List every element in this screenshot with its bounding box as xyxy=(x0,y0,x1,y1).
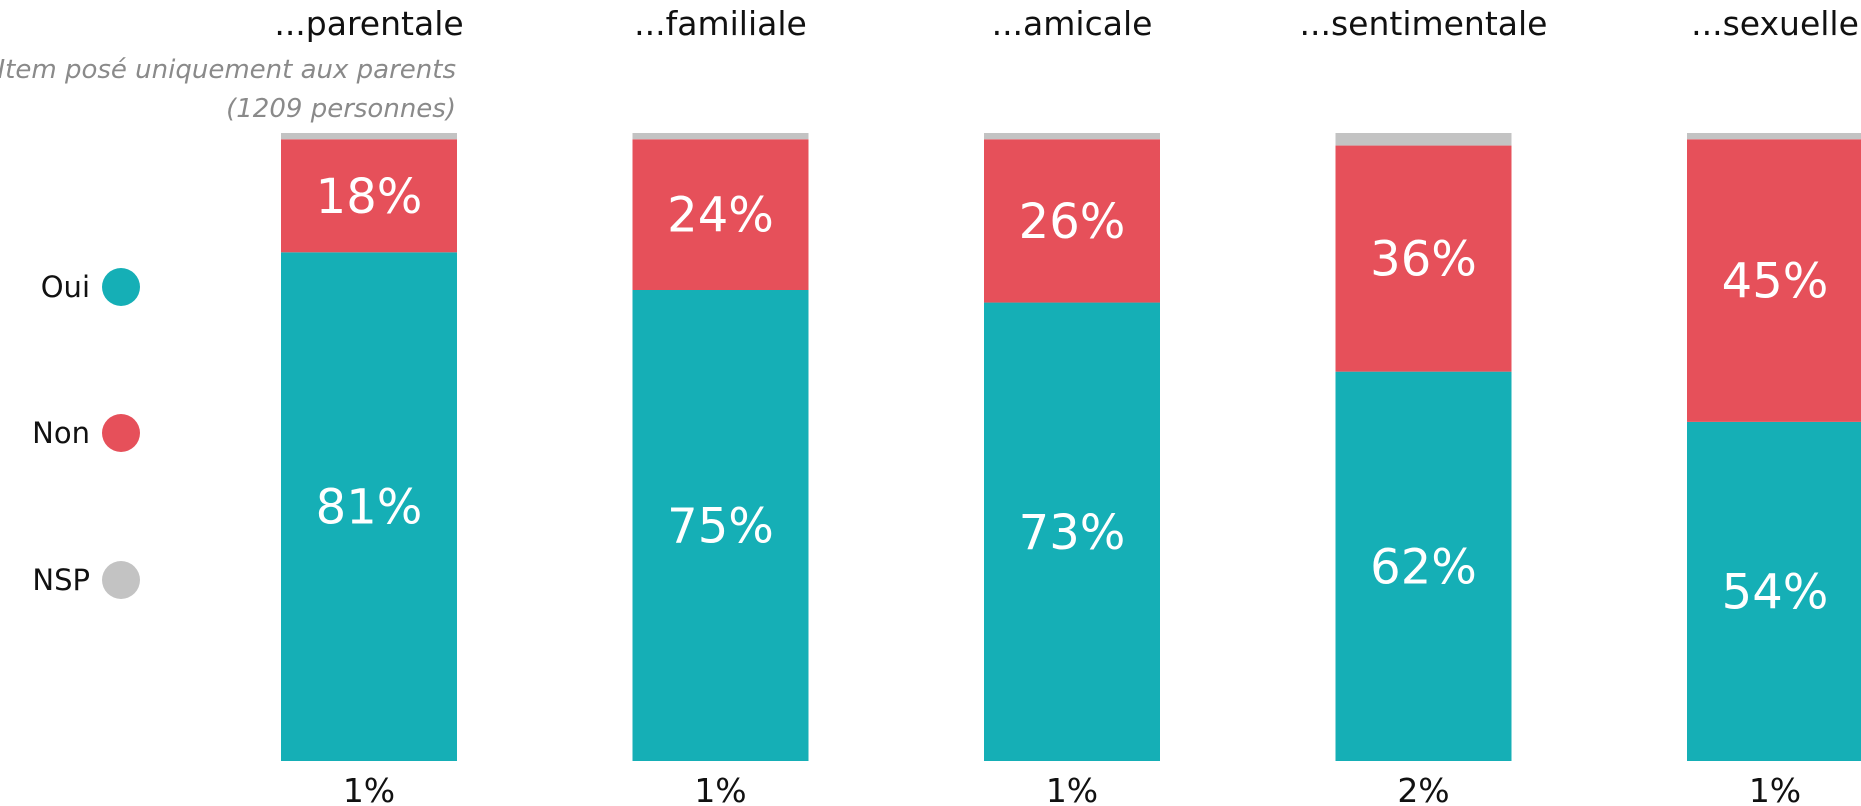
bar-non-sexuelle xyxy=(1687,139,1861,422)
category-title-sentimentale: ...sentimentale xyxy=(1300,4,1548,43)
bar-non-amicale xyxy=(984,139,1160,303)
bar-oui-amicale xyxy=(984,302,1160,761)
data-label-non-amicale: 26% xyxy=(1019,194,1126,250)
category-title-familiale: ...familiale xyxy=(634,4,807,43)
legend-label-nsp: NSP xyxy=(32,563,90,597)
bar-oui-parentale xyxy=(281,252,457,761)
data-label-nsp-familiale: 1% xyxy=(694,771,746,806)
legend: Oui Non NSP xyxy=(32,268,140,599)
bar-non-familiale xyxy=(632,139,809,290)
legend-swatch-oui xyxy=(102,268,140,306)
data-label-oui-sentimentale: 62% xyxy=(1370,539,1477,595)
bar-nsp-amicale xyxy=(984,133,1160,140)
data-label-oui-sexuelle: 54% xyxy=(1722,564,1829,620)
category-title-parentale: ...parentale xyxy=(274,4,463,43)
data-label-nsp-sentimentale: 2% xyxy=(1397,771,1449,806)
note-line-1: Item posé uniquement aux parents xyxy=(0,55,456,85)
bars-group: ...parentale 81% 18% 1% ...familiale 75% 24% 1%… xyxy=(274,4,1861,806)
bar-nsp-sentimentale xyxy=(1335,133,1512,146)
legend-swatch-nsp xyxy=(102,561,140,599)
category-title-amicale: ...amicale xyxy=(992,4,1153,43)
bar-oui-sexuelle xyxy=(1687,421,1861,761)
legend-label-non: Non xyxy=(32,416,90,450)
bar-non-sentimentale xyxy=(1335,145,1512,372)
note: Item posé uniquement aux parents (1209 p… xyxy=(0,55,456,124)
category-title-sexuelle: ...sexuelle xyxy=(1691,4,1859,43)
data-label-oui-parentale: 81% xyxy=(316,480,423,536)
data-label-oui-amicale: 73% xyxy=(1019,505,1126,561)
bar-nsp-sexuelle xyxy=(1687,133,1861,140)
note-line-2: (1209 personnes) xyxy=(226,94,456,124)
bar-nsp-familiale xyxy=(632,133,809,140)
legend-label-oui: Oui xyxy=(41,270,90,304)
data-label-nsp-parentale: 1% xyxy=(343,771,395,806)
data-label-non-sentimentale: 36% xyxy=(1370,232,1477,288)
data-label-non-familiale: 24% xyxy=(667,188,774,244)
data-label-nsp-sexuelle: 1% xyxy=(1749,771,1801,806)
data-label-nsp-amicale: 1% xyxy=(1046,771,1098,806)
bar-oui-familiale xyxy=(632,290,809,761)
bar-non-parentale xyxy=(281,139,457,253)
data-label-oui-familiale: 75% xyxy=(667,499,774,555)
bar-oui-sentimentale xyxy=(1335,371,1512,761)
data-label-non-parentale: 18% xyxy=(316,169,423,225)
bar-nsp-parentale xyxy=(281,133,457,140)
legend-swatch-non xyxy=(102,414,140,452)
data-label-non-sexuelle: 45% xyxy=(1722,254,1829,310)
